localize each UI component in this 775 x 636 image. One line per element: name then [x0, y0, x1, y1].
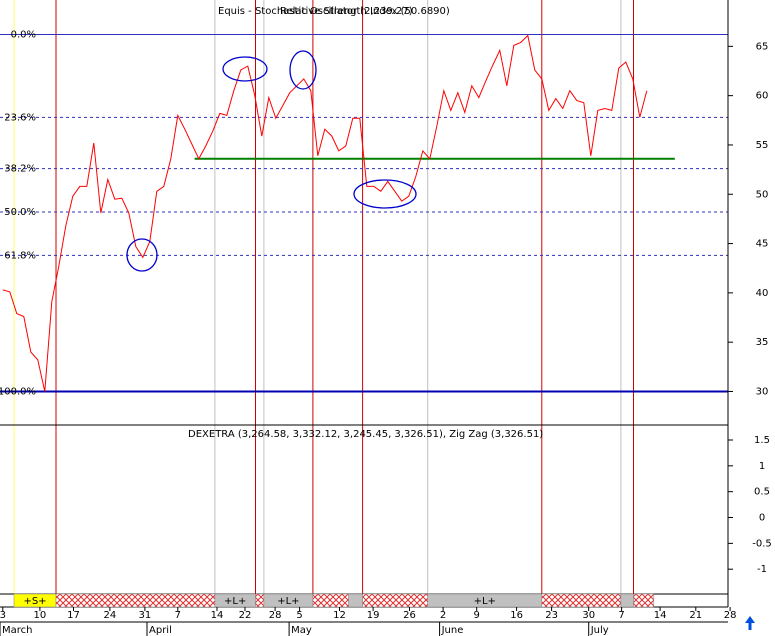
x-tick-label: 26	[403, 610, 416, 621]
signal-band	[541, 593, 622, 608]
band-label: +S+	[23, 596, 46, 607]
month-label: July	[590, 625, 609, 636]
x-tick-label: 7	[618, 610, 624, 621]
x-tick-label: 30	[582, 610, 595, 621]
chart-title: Relative Strength Index (50.6890)	[280, 6, 450, 17]
signal-band	[348, 593, 363, 608]
y-tick-label: 50	[756, 189, 769, 200]
ellipse	[222, 56, 268, 82]
signal-band	[55, 593, 216, 608]
y-tick-label: 40	[756, 288, 769, 299]
y-tick-label: 55	[756, 140, 769, 151]
scroll-arrow[interactable]	[745, 616, 755, 630]
x-tick-label: 28	[269, 610, 282, 621]
x-tick-label: 17	[67, 610, 80, 621]
signal-band	[633, 593, 655, 608]
y-tick-label: -0.5	[752, 538, 772, 549]
y-tick-label: 0.5	[754, 487, 770, 498]
month-label: April	[149, 625, 172, 636]
x-tick-label: 19	[367, 610, 380, 621]
chart-title: Equis - Stochastic Oscillator (2,239.27)	[218, 6, 413, 17]
signal-band	[255, 593, 265, 608]
y-tick-label: 65	[756, 41, 769, 52]
front-layer: 0.0% 23.6% 38.2% 50.0% 61.8% 100.0%	[0, 30, 675, 397]
x-tick-label: 2	[440, 610, 446, 621]
y-tick-label: 1	[759, 461, 765, 472]
x-tick-label: 7	[175, 610, 181, 621]
y-tick-label: -1	[757, 564, 767, 575]
x-tick-label: 5	[296, 610, 302, 621]
month-label: June	[441, 625, 464, 636]
x-tick-label: 28	[724, 610, 737, 621]
month-label: March	[2, 625, 32, 636]
ellipse	[353, 179, 417, 209]
y-tick-label: 45	[756, 239, 769, 250]
ellipse	[126, 238, 158, 272]
panel-subtitle: DEXETRA (3,264.58, 3,332.12, 3,245.45, 3…	[188, 429, 543, 440]
y-tick-label: 1.5	[754, 435, 770, 446]
y-tick-label: 35	[756, 337, 769, 348]
month-label: May	[291, 625, 312, 636]
level-label: 61.8%	[4, 250, 36, 261]
x-tick-label: 14	[211, 610, 224, 621]
x-tick-label: 10	[34, 610, 47, 621]
x-tick-label: 21	[689, 610, 702, 621]
signal-band	[362, 593, 428, 608]
x-tick-label: 14	[654, 610, 667, 621]
x-tick-label: 16	[510, 610, 523, 621]
x-tick-label: 23	[545, 610, 558, 621]
x-tick-label: 3	[0, 610, 6, 621]
y-tick-label: 0	[759, 513, 765, 524]
level-label: 23.6%	[4, 112, 36, 123]
back-layer	[0, 0, 728, 594]
signal-band	[620, 593, 634, 608]
signal-band	[312, 593, 349, 608]
x-tick-label: 24	[104, 610, 117, 621]
level-label: 50.0%	[4, 207, 36, 218]
x-tick-label: 22	[239, 610, 252, 621]
y-tick-label: 30	[756, 386, 769, 397]
x-tick-label: 9	[474, 610, 480, 621]
x-tick-label: 12	[333, 610, 346, 621]
annotations	[126, 50, 417, 272]
ellipse	[289, 50, 317, 90]
level-label: 100.0%	[0, 386, 36, 397]
price-line	[2, 34, 648, 392]
y-tick-label: 60	[756, 91, 769, 102]
x-tick-label: 31	[139, 610, 152, 621]
band-label: +L+	[474, 596, 496, 607]
level-label: 38.2%	[4, 164, 36, 175]
band-label: +L+	[277, 596, 299, 607]
band-label: +L+	[224, 596, 246, 607]
level-label: 0.0%	[11, 30, 36, 41]
